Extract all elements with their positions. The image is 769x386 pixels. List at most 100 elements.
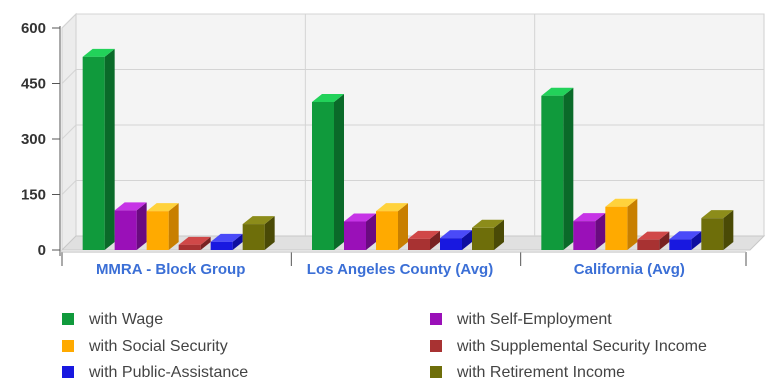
bar-side bbox=[104, 48, 115, 250]
x-category-label: California (Avg) bbox=[574, 261, 685, 278]
bar bbox=[440, 230, 472, 250]
legend-label: with Social Security bbox=[89, 338, 228, 355]
bar-side bbox=[563, 87, 574, 251]
x-category-label: Los Angeles County (Avg) bbox=[307, 261, 493, 278]
bar-front bbox=[146, 211, 169, 250]
bar-front bbox=[472, 227, 494, 250]
bar-top bbox=[114, 202, 147, 211]
bar-side bbox=[462, 230, 472, 250]
gridline-diag bbox=[61, 13, 77, 29]
bar bbox=[312, 94, 344, 250]
bar-side bbox=[691, 231, 702, 250]
bar-top bbox=[605, 198, 638, 207]
bar bbox=[82, 48, 115, 250]
legend-item: with Social Security bbox=[62, 337, 228, 357]
bar-front bbox=[312, 102, 334, 250]
bar bbox=[408, 230, 440, 250]
bar-top bbox=[637, 231, 670, 240]
legend-item: with Public-Assistance bbox=[62, 363, 248, 383]
bar-side bbox=[398, 203, 408, 250]
bar-front bbox=[440, 238, 462, 250]
bar-side bbox=[200, 236, 211, 250]
gridline-diag bbox=[61, 180, 77, 195]
bar-side bbox=[334, 94, 344, 250]
bar-top bbox=[82, 48, 115, 57]
bar-front bbox=[701, 218, 724, 250]
bar-top bbox=[178, 236, 211, 245]
y-tick-label: 450 bbox=[21, 76, 46, 93]
bar bbox=[605, 198, 638, 250]
legend-swatch bbox=[430, 340, 442, 352]
bar-side bbox=[168, 203, 179, 250]
bar bbox=[573, 213, 606, 250]
gridline-diag bbox=[61, 124, 77, 140]
legend-label: with Retirement Income bbox=[457, 364, 626, 381]
bar-top bbox=[344, 213, 376, 222]
bar-top bbox=[472, 219, 504, 228]
bar-top bbox=[573, 213, 606, 222]
gridline-diag bbox=[61, 69, 77, 84]
chart-bars bbox=[82, 48, 734, 251]
bar-top bbox=[669, 231, 702, 240]
bar bbox=[242, 216, 275, 250]
bar-side bbox=[264, 216, 275, 250]
bar-side bbox=[232, 233, 243, 250]
bar-side bbox=[366, 213, 376, 250]
bar-front bbox=[376, 211, 398, 250]
bar-front bbox=[541, 95, 564, 251]
x-category-label: MMRA - Block Group bbox=[96, 261, 245, 278]
bar bbox=[376, 203, 408, 250]
bar-front bbox=[114, 210, 137, 250]
legend-item: with Retirement Income bbox=[430, 363, 625, 383]
legend-label: with Wage bbox=[89, 311, 164, 328]
bar-front bbox=[605, 206, 628, 250]
bar-side bbox=[430, 230, 440, 250]
legend-label: with Self-Employment bbox=[457, 311, 612, 328]
legend-item: with Self-Employment bbox=[430, 310, 612, 330]
bar bbox=[178, 236, 211, 250]
y-tick-label: 300 bbox=[21, 131, 46, 148]
bar-side bbox=[627, 198, 638, 250]
bar bbox=[541, 87, 574, 251]
bar-top bbox=[541, 87, 574, 96]
bar-top bbox=[408, 230, 440, 239]
chart-axes bbox=[52, 26, 747, 266]
bar-top bbox=[242, 216, 275, 225]
bar-top bbox=[210, 233, 243, 242]
bar-side bbox=[595, 213, 606, 250]
legend-label: with Supplemental Security Income bbox=[457, 338, 707, 355]
bar-side bbox=[136, 202, 147, 250]
y-tick-label: 0 bbox=[38, 242, 46, 259]
legend-item: with Supplemental Security Income bbox=[430, 337, 707, 357]
bar-side bbox=[659, 231, 670, 250]
bar bbox=[210, 233, 243, 250]
bar bbox=[669, 231, 702, 250]
bar bbox=[344, 213, 376, 250]
y-tick-label: 600 bbox=[21, 20, 46, 37]
bar-front bbox=[669, 239, 692, 250]
bar-top bbox=[146, 203, 179, 212]
y-tick-label: 150 bbox=[21, 187, 46, 204]
legend-swatch bbox=[62, 313, 74, 325]
bar-side bbox=[723, 210, 734, 250]
chart-legend: with Wage with Self-Employment with Social… bbox=[0, 306, 769, 381]
bar bbox=[114, 202, 147, 250]
bar-front bbox=[408, 238, 430, 250]
bar bbox=[146, 203, 179, 250]
bar-front bbox=[82, 56, 105, 250]
bar bbox=[701, 210, 734, 250]
bar-top bbox=[701, 210, 734, 219]
chart-labels: 600 450 300 150 0 MMRA - Block Group Los Angel… bbox=[21, 20, 685, 278]
legend-label: with Public-Assistance bbox=[89, 364, 249, 381]
bar-side bbox=[494, 219, 504, 250]
legend-swatch bbox=[62, 340, 74, 352]
legend-swatch bbox=[62, 366, 74, 378]
bar-front bbox=[344, 221, 366, 250]
legend-item: with Wage bbox=[62, 310, 163, 330]
bar-front bbox=[242, 224, 265, 250]
bar-front bbox=[637, 239, 660, 250]
bar bbox=[637, 231, 670, 250]
legend-swatch bbox=[430, 313, 442, 325]
